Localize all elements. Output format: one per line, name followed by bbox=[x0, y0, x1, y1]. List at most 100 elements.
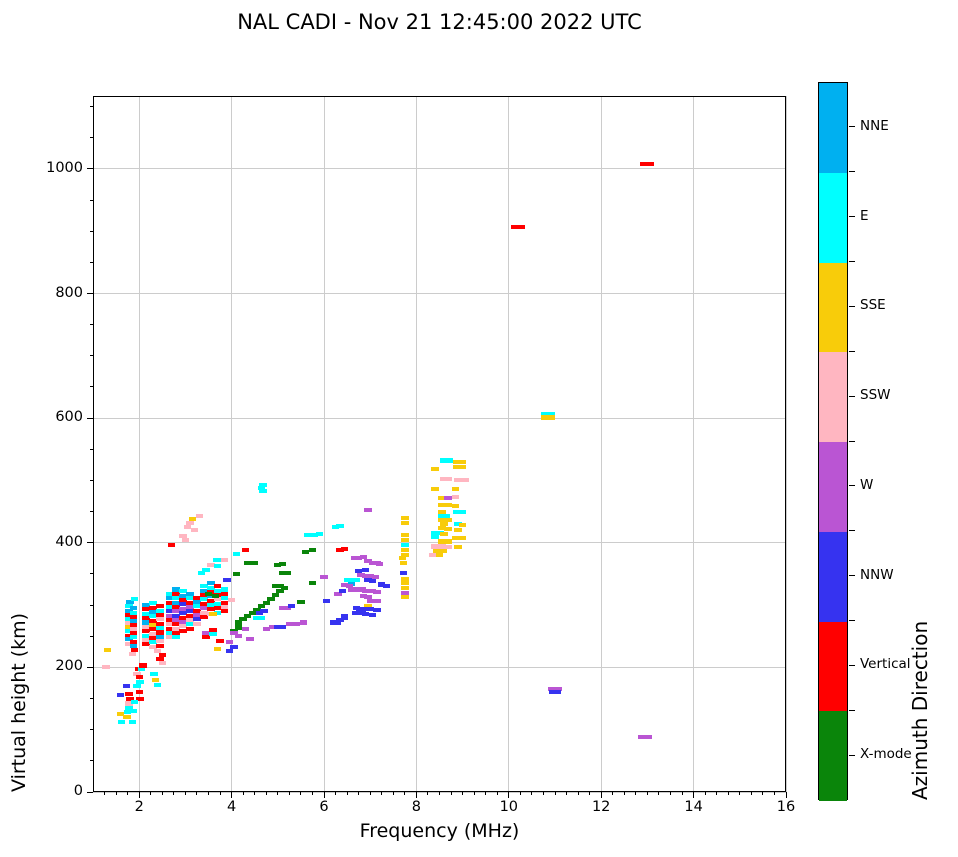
data-point bbox=[451, 535, 460, 540]
data-point bbox=[129, 643, 138, 648]
data-point bbox=[129, 614, 138, 619]
data-point bbox=[165, 622, 173, 627]
data-point bbox=[153, 649, 162, 654]
data-point bbox=[401, 515, 409, 520]
data-point bbox=[440, 522, 448, 527]
y-minor-tick bbox=[90, 230, 93, 232]
y-tick bbox=[87, 791, 93, 793]
data-point bbox=[257, 615, 266, 620]
data-point bbox=[211, 593, 220, 598]
y-tick bbox=[87, 293, 93, 295]
data-point bbox=[251, 560, 259, 565]
data-point bbox=[361, 567, 370, 572]
data-point bbox=[297, 599, 305, 604]
data-point bbox=[511, 224, 525, 229]
data-point bbox=[220, 609, 229, 614]
data-point bbox=[142, 633, 150, 638]
data-point bbox=[133, 671, 141, 676]
data-point bbox=[220, 591, 229, 596]
data-point bbox=[352, 578, 361, 583]
data-point bbox=[207, 598, 215, 603]
data-point bbox=[197, 570, 206, 575]
colorbar-tick-label: W bbox=[860, 476, 874, 493]
colorbar-tick bbox=[849, 216, 855, 218]
data-point bbox=[223, 578, 231, 583]
x-axis-label: Frequency (MHz) bbox=[359, 820, 520, 842]
x-minor-tick bbox=[462, 792, 464, 795]
x-minor-tick bbox=[265, 792, 267, 795]
data-point bbox=[438, 509, 446, 514]
gridline bbox=[138, 96, 140, 792]
data-point bbox=[172, 604, 180, 609]
data-point bbox=[438, 495, 446, 500]
x-minor-tick bbox=[242, 792, 244, 795]
x-tick bbox=[323, 792, 325, 798]
colorbar-segment-nnw bbox=[819, 531, 847, 622]
data-point bbox=[255, 610, 263, 615]
data-point bbox=[283, 605, 291, 610]
data-point bbox=[276, 589, 284, 594]
data-point bbox=[234, 620, 243, 625]
data-point bbox=[257, 604, 266, 609]
y-minor-tick bbox=[90, 573, 93, 575]
x-minor-tick bbox=[127, 792, 129, 795]
colorbar-tick-label: Vertical bbox=[860, 656, 911, 673]
data-point bbox=[125, 701, 133, 706]
data-point bbox=[308, 580, 317, 585]
data-point bbox=[165, 613, 173, 618]
data-point bbox=[102, 665, 110, 670]
data-point bbox=[135, 690, 143, 695]
data-point bbox=[190, 528, 199, 533]
x-minor-tick bbox=[173, 792, 175, 795]
data-point bbox=[253, 615, 261, 620]
data-point bbox=[438, 503, 446, 508]
gridline bbox=[323, 96, 325, 792]
x-minor-tick bbox=[381, 792, 383, 795]
colorbar-segment-x-mode bbox=[819, 711, 847, 801]
y-minor-tick bbox=[90, 261, 93, 263]
data-point bbox=[214, 610, 222, 615]
data-point bbox=[125, 629, 133, 634]
x-minor-tick bbox=[681, 792, 683, 795]
data-point bbox=[125, 604, 133, 609]
data-point bbox=[179, 598, 187, 603]
x-minor-tick bbox=[196, 792, 198, 795]
data-point bbox=[207, 585, 215, 590]
data-point bbox=[329, 620, 342, 625]
data-point bbox=[246, 637, 254, 642]
data-point bbox=[399, 570, 408, 575]
data-point bbox=[458, 465, 467, 470]
x-minor-tick bbox=[404, 792, 406, 795]
data-point bbox=[454, 478, 462, 483]
x-minor-tick bbox=[635, 792, 637, 795]
data-point bbox=[209, 627, 217, 633]
data-point bbox=[336, 523, 344, 528]
data-point bbox=[341, 613, 349, 618]
data-point bbox=[139, 663, 147, 668]
x-minor-tick bbox=[450, 792, 452, 795]
x-tick-label: 12 bbox=[591, 799, 611, 815]
data-point bbox=[156, 613, 164, 618]
data-point bbox=[458, 509, 467, 514]
data-point bbox=[158, 660, 166, 666]
colorbar-segment-ssw bbox=[819, 352, 847, 442]
data-point bbox=[128, 720, 136, 725]
data-point bbox=[453, 465, 461, 470]
data-point bbox=[129, 635, 138, 640]
data-point bbox=[200, 588, 208, 593]
x-tick bbox=[415, 792, 417, 798]
data-point bbox=[241, 626, 250, 631]
colorbar-segment-vertical bbox=[819, 621, 847, 712]
data-point bbox=[126, 599, 134, 604]
data-point bbox=[364, 604, 372, 609]
data-point bbox=[548, 687, 562, 692]
data-point bbox=[259, 483, 267, 488]
x-minor-tick bbox=[346, 792, 348, 795]
data-point bbox=[454, 545, 462, 550]
data-point bbox=[244, 614, 252, 619]
data-point bbox=[137, 667, 146, 672]
gridline bbox=[508, 96, 510, 792]
data-point bbox=[338, 589, 347, 594]
x-minor-tick bbox=[750, 792, 752, 795]
data-point bbox=[142, 620, 150, 625]
